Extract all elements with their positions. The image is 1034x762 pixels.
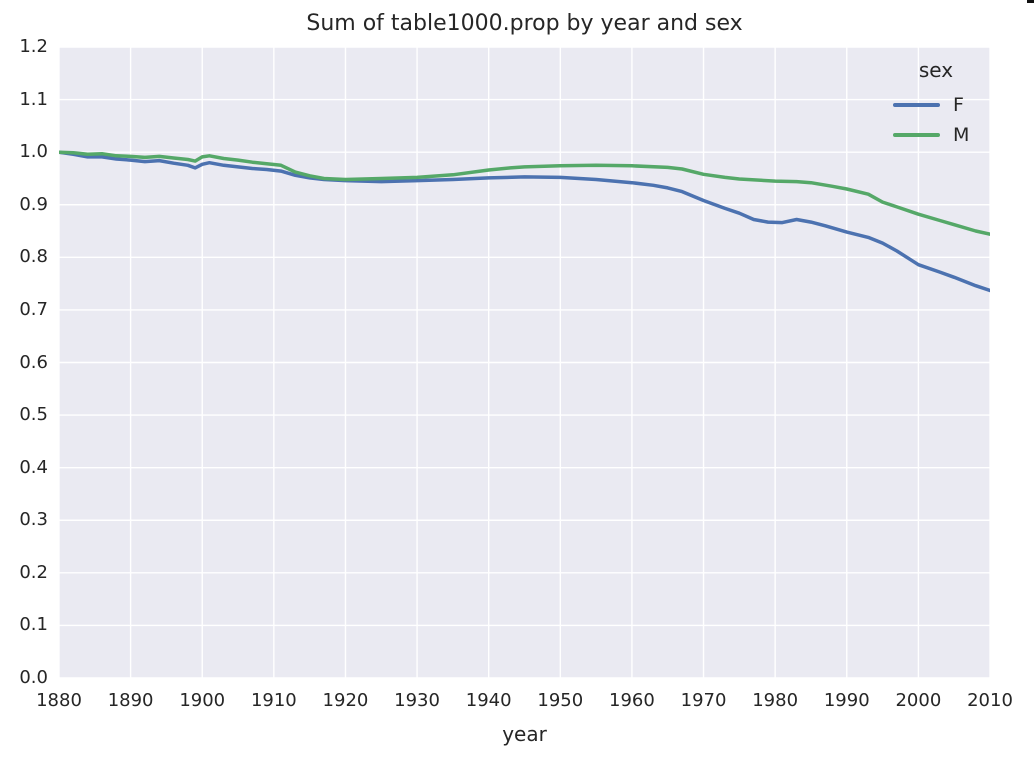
y-tick-label: 0.6 (19, 351, 48, 373)
legend-entry-m: M (878, 120, 990, 150)
x-tick-label: 1880 (36, 690, 82, 711)
x-tick-label: 1920 (322, 690, 369, 711)
y-tick-label: 0.7 (19, 298, 48, 320)
x-axis-label: year (502, 722, 547, 746)
y-tick-label: 0.5 (19, 404, 48, 426)
chart-plot-svg (59, 47, 990, 678)
x-tick-label: 1940 (465, 690, 512, 711)
x-tick-label: 1960 (609, 690, 655, 711)
chart-title: Sum of table1000.prop by year and sex (306, 11, 743, 36)
legend-entry-f: F (878, 90, 990, 120)
legend-line-swatch-f (893, 103, 940, 107)
x-tick-label: 1970 (680, 690, 727, 711)
legend-title: sex (918, 58, 954, 82)
legend-label-m: M (953, 124, 970, 146)
x-tick-label: 1890 (107, 690, 154, 711)
y-tick-label: 0.1 (19, 614, 48, 636)
y-tick-label: 0.2 (19, 561, 48, 583)
plot-area (59, 47, 990, 678)
y-tick-label: 1.1 (19, 88, 48, 110)
x-tick-label: 1950 (537, 690, 584, 711)
x-tick-label: 1900 (179, 690, 226, 711)
x-tick-label: 1910 (250, 690, 297, 711)
y-tick-label: 0.3 (19, 509, 48, 531)
legend-label-f: F (953, 94, 964, 116)
y-tick-label: 0.4 (19, 456, 48, 478)
corner-artifact (1027, 0, 1034, 3)
x-tick-label: 1980 (752, 690, 799, 711)
x-tick-label: 2010 (967, 690, 1013, 711)
legend: sex F M (878, 58, 990, 150)
series-line-m (59, 150, 990, 236)
x-tick-label: 1930 (394, 690, 440, 711)
y-tick-label: 0.0 (19, 667, 48, 688)
series-line-f (59, 150, 990, 293)
y-tick-label: 0.9 (19, 193, 48, 215)
x-tick-label: 2000 (895, 690, 942, 711)
y-tick-label: 1.0 (19, 141, 48, 163)
y-tick-label: 1.2 (19, 36, 48, 57)
y-tick-label: 0.8 (19, 246, 48, 268)
x-tick-label: 1990 (823, 690, 870, 711)
legend-line-swatch-m (893, 133, 940, 137)
